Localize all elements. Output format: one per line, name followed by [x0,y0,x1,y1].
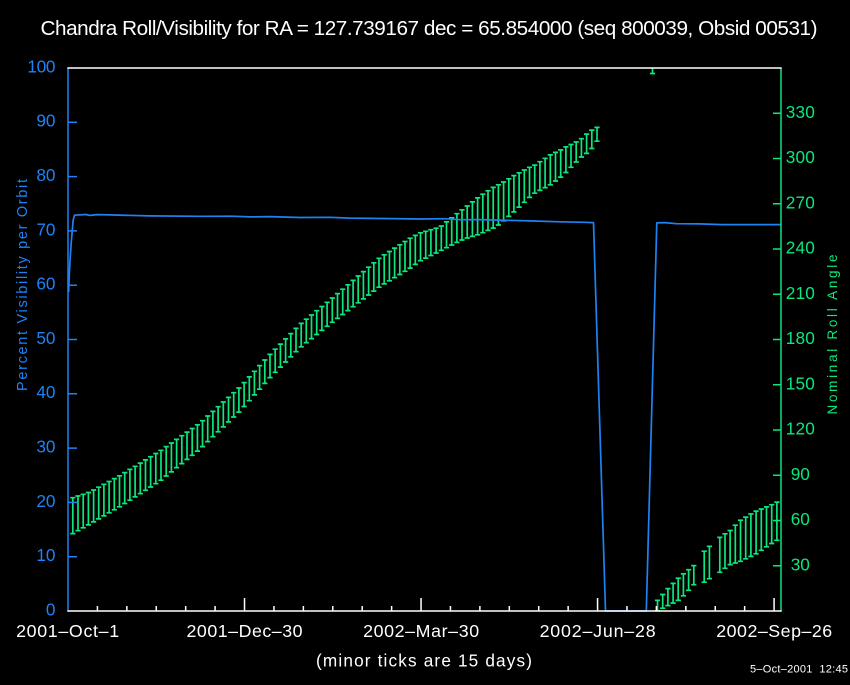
svg-text:80: 80 [36,165,55,185]
svg-text:50: 50 [36,328,55,348]
svg-text:90: 90 [791,464,810,484]
svg-text:5–Oct–2001 12:45: 5–Oct–2001 12:45 [750,664,848,676]
svg-text:2002–Jun–28: 2002–Jun–28 [540,621,656,641]
svg-text:60: 60 [36,274,55,294]
svg-text:40: 40 [36,382,55,402]
svg-text:300: 300 [786,147,815,167]
svg-text:30: 30 [791,554,810,574]
svg-text:70: 70 [36,219,55,239]
svg-text:150: 150 [786,373,815,393]
svg-text:90: 90 [36,111,55,131]
svg-text:210: 210 [786,283,815,303]
svg-text:180: 180 [786,328,815,348]
svg-text:Nominal Roll Angle: Nominal Roll Angle [825,255,840,415]
svg-text:60: 60 [791,509,810,529]
svg-text:330: 330 [786,102,815,122]
svg-text:240: 240 [786,238,815,258]
svg-text:120: 120 [786,419,815,439]
svg-text:2001–Oct–1: 2001–Oct–1 [16,621,119,641]
svg-text:30: 30 [36,437,55,457]
svg-text:20: 20 [36,491,55,511]
svg-text:Chandra Roll/Visibility for RA: Chandra Roll/Visibility for RA = 127.739… [41,17,818,40]
svg-text:270: 270 [786,192,815,212]
svg-text:2002–Sep–26: 2002–Sep–26 [716,621,832,641]
svg-text:2001–Dec–30: 2001–Dec–30 [187,621,303,641]
svg-text:2002–Mar–30: 2002–Mar–30 [363,621,479,641]
svg-text:100: 100 [27,56,55,76]
svg-text:10: 10 [36,545,55,565]
svg-text:(minor ticks are 15 days): (minor ticks are 15 days) [316,651,532,671]
svg-text:0: 0 [46,599,56,619]
